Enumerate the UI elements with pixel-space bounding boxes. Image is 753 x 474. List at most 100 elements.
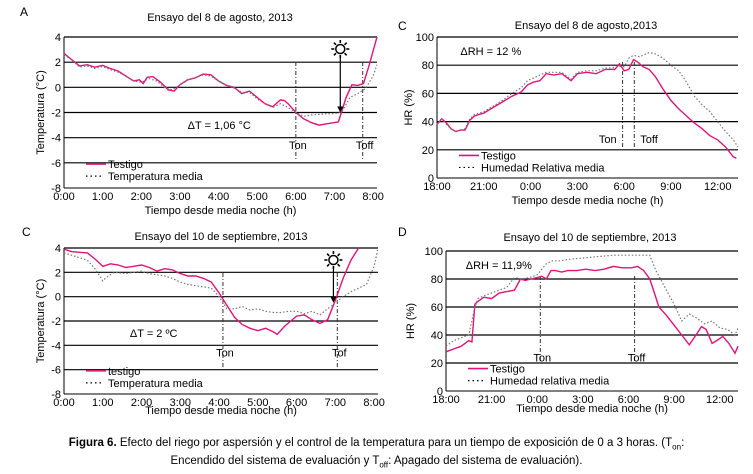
panel-a-sun-icon xyxy=(335,43,346,55)
panel-a-ytick-label: 4 xyxy=(55,32,61,44)
panel-a-label: A xyxy=(20,5,28,19)
panel-d-series-testigo xyxy=(445,265,739,355)
panel-a-marker-label: Ton xyxy=(289,140,307,152)
panel-a-legend-label-media: Temperatura media xyxy=(108,171,204,183)
panel-a-xtick-label: 4:00 xyxy=(208,191,229,203)
panel-b-xtick-label: 3:00 xyxy=(170,397,191,409)
panel-a-xtick-label: 5:00 xyxy=(246,191,267,203)
panel-d-ytick-label: 60 xyxy=(431,302,443,314)
panel-c1-ytick-label: 40 xyxy=(422,117,434,129)
panel-b-ylabel: Temperatura (°C) xyxy=(35,279,47,363)
panel-b-xtick-label: 6:00 xyxy=(286,397,307,409)
panel-a-legend-label-testigo: Testigo xyxy=(108,159,143,171)
panel-c1-xtick-label: 3:00 xyxy=(567,181,588,193)
panel-b-ytick-label: 0 xyxy=(55,292,61,304)
panel-b-sun-ray xyxy=(337,263,341,267)
panel-c1-ytick-label: 60 xyxy=(422,88,434,100)
panel-c1-xlabel: Tiempo desde media noche (h) xyxy=(512,195,664,207)
panel-a-arrow-head xyxy=(337,106,344,113)
panel-d-xtick-label: 21:00 xyxy=(478,394,506,406)
panel-b-xtick-label: 5:00 xyxy=(247,397,268,409)
panel-c1-title: Ensayo del 8 de agosto,2013 xyxy=(515,20,658,32)
panel-b-ytick-label: 4 xyxy=(55,243,61,255)
panel-b-xtick-label: 4:00 xyxy=(208,397,229,409)
panel-a-series-media xyxy=(63,54,378,117)
panel-b-sun-ray xyxy=(337,253,341,257)
panel-b-xtick-label: 8:00 xyxy=(363,397,384,409)
panel-b-xtick-label: 1:00 xyxy=(92,397,113,409)
panel-a-xtick-label: 2:00 xyxy=(131,191,152,203)
panel-a-title: Ensayo del 8 de agosto, 2013 xyxy=(147,12,293,24)
panel-b-series-testigo xyxy=(63,247,360,336)
caption-sub-on: on xyxy=(672,442,682,452)
panel-b-xtick-label: 7:00 xyxy=(325,397,346,409)
panel-a-xlabel: Tiempo desde media noche (h) xyxy=(145,205,297,217)
panel-a-xtick-label: 0:00 xyxy=(53,191,74,203)
panel-b-series-media xyxy=(63,247,379,316)
panel-a-ytick-label: -4 xyxy=(51,133,61,145)
panel-c1-xtick-label: 21:00 xyxy=(470,181,498,193)
panel-d-ytick-label: 100 xyxy=(425,246,443,258)
panel-d-legend-label-media: Humedad relativa media xyxy=(490,376,610,388)
panel-a-series-testigo xyxy=(63,36,378,126)
panel-d-xtick-label: 12:00 xyxy=(706,394,734,406)
panel-a-ytick-label: -2 xyxy=(51,108,61,120)
caption-text-1: Efecto del riego por aspersión y el cont… xyxy=(116,437,673,449)
panel-d-label: D xyxy=(398,225,407,239)
panel-c1-ytick-label: 20 xyxy=(422,145,434,157)
panel-b-ytick-label: -6 xyxy=(51,365,61,377)
panel-d-title: Ensayo del 10 de septiembre, 2013 xyxy=(503,232,676,244)
panel-d-xtick-label: 3:00 xyxy=(572,394,593,406)
caption-text-3: Encendido del sistema de evaluación y T xyxy=(170,455,380,468)
panel-d-xtick-label: 9:00 xyxy=(663,394,684,406)
panel-b-sun-ray xyxy=(326,253,330,257)
panel-d-series-media xyxy=(445,254,739,347)
panel-a-sun-ray xyxy=(343,52,348,56)
panel-d-marker-label: Ton xyxy=(533,353,551,365)
panel-d-legend-label-testigo: Testigo xyxy=(490,364,525,376)
panel-d-ytick-label: 80 xyxy=(431,274,443,286)
panel-a-xtick-label: 1:00 xyxy=(92,191,113,203)
panel-d-xtick-label: 18:00 xyxy=(432,394,460,406)
panel-b-xtick-label: 0:00 xyxy=(53,397,74,409)
panel-b-annotation: ΔT = 2 ºC xyxy=(130,328,178,340)
caption-sub-off: off xyxy=(379,460,389,470)
panel-b-marker-label: Tof xyxy=(332,347,348,359)
panel-b-arrow-head xyxy=(330,296,337,303)
panel-d-ylabel: HR (%) xyxy=(405,303,417,339)
panel-a-xtick-label: 7:00 xyxy=(324,191,345,203)
panel-d-ytick-label: 20 xyxy=(431,358,443,370)
panel-d-xtick-label: 6:00 xyxy=(618,394,639,406)
panel-d-xlabel: Tiempo desde media noche (h) xyxy=(516,403,668,415)
panel-c1-series-media xyxy=(436,51,739,148)
panel-a-sun-ray xyxy=(343,42,348,46)
panel-a-ytick-label: -8 xyxy=(51,183,61,195)
panel-b-ytick-label: -4 xyxy=(51,340,61,352)
panel-c1-xtick-label: 9:00 xyxy=(660,181,681,193)
panel-b-legend-label-testigo: testigo xyxy=(108,366,140,378)
panel-c1-ytick-label: 80 xyxy=(422,60,434,72)
panel-a-xtick-label: 3:00 xyxy=(169,191,190,203)
panel-b-ytick-label: -2 xyxy=(51,316,61,328)
panel-c1-legend-label-media: Humedad Relativa media xyxy=(481,162,605,174)
panel-d-marker-label: Toff xyxy=(628,353,646,365)
panel-c1-marker-label: Toff xyxy=(640,134,658,146)
panel-c1-ylabel: HR (%) xyxy=(403,89,415,125)
panel-b-ytick-label: 2 xyxy=(55,267,61,279)
panel-a-ytick-label: -6 xyxy=(51,158,61,170)
caption-text-2: : xyxy=(681,437,685,449)
panel-b-ytick-label: -8 xyxy=(51,389,61,401)
panel-a-sun-ray xyxy=(333,52,337,56)
panel-c1-xtick-label: 0:00 xyxy=(520,181,541,193)
panel-b-sun-icon xyxy=(328,254,339,266)
panel-b-title: Ensayo del 10 de septiembre, 2013 xyxy=(134,231,307,243)
panel-a-ytick-label: 0 xyxy=(55,82,61,94)
panel-d-xtick-label: 0:00 xyxy=(527,394,548,406)
figure-caption: Figura 6. Efecto del riego por aspersión… xyxy=(0,436,753,473)
panel-b-label: C xyxy=(22,225,31,239)
panel-c1-xtick-label: 12:00 xyxy=(704,181,732,193)
panel-a-annotation: ΔT = 1,06 °C xyxy=(188,120,251,132)
panel-c1-marker-label: Ton xyxy=(599,134,617,146)
panel-c1-annotation: ΔRH = 12 % xyxy=(460,46,521,58)
